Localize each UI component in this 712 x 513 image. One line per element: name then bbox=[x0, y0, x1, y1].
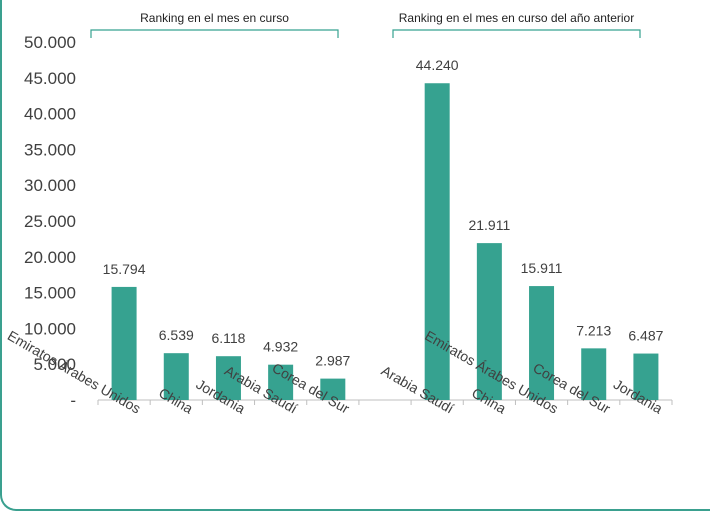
data-label: 6.539 bbox=[159, 327, 194, 343]
data-label: 15.911 bbox=[521, 260, 563, 276]
data-label: 6.487 bbox=[628, 328, 663, 344]
data-label: 15.794 bbox=[103, 261, 146, 277]
group-bracket bbox=[90, 29, 339, 38]
group-bracket bbox=[392, 29, 641, 38]
data-label: 7.213 bbox=[576, 322, 611, 338]
group-label: Ranking en el mes en curso del año anter… bbox=[399, 11, 634, 25]
bar bbox=[268, 364, 294, 400]
y-tick-label: 10.000 bbox=[24, 319, 76, 338]
bar bbox=[476, 243, 502, 400]
y-tick-label: 5.000 bbox=[33, 355, 76, 374]
data-label: 2.987 bbox=[315, 353, 350, 369]
data-label: 4.932 bbox=[263, 339, 298, 355]
bar bbox=[320, 378, 346, 400]
bar bbox=[581, 348, 607, 400]
y-tick-label: 45.000 bbox=[24, 69, 76, 88]
bar bbox=[111, 286, 137, 400]
y-tick-label: 20.000 bbox=[24, 248, 76, 267]
y-tick-label: 30.000 bbox=[24, 176, 76, 195]
y-tick-label: 50.000 bbox=[24, 33, 76, 52]
data-label: 6.118 bbox=[211, 330, 245, 346]
bar bbox=[215, 356, 241, 400]
y-tick-label: 15.000 bbox=[24, 284, 76, 303]
y-tick-label: - bbox=[70, 391, 76, 410]
bar bbox=[424, 83, 450, 400]
data-label: 44.240 bbox=[416, 57, 459, 73]
bar bbox=[633, 353, 659, 400]
y-tick-label: 40.000 bbox=[24, 105, 76, 124]
bar bbox=[529, 286, 555, 400]
y-tick-label: 25.000 bbox=[24, 212, 76, 231]
bar bbox=[163, 353, 189, 400]
group-label: Ranking en el mes en curso bbox=[140, 11, 289, 25]
data-label: 21.911 bbox=[468, 217, 510, 233]
y-tick-label: 35.000 bbox=[24, 140, 76, 159]
